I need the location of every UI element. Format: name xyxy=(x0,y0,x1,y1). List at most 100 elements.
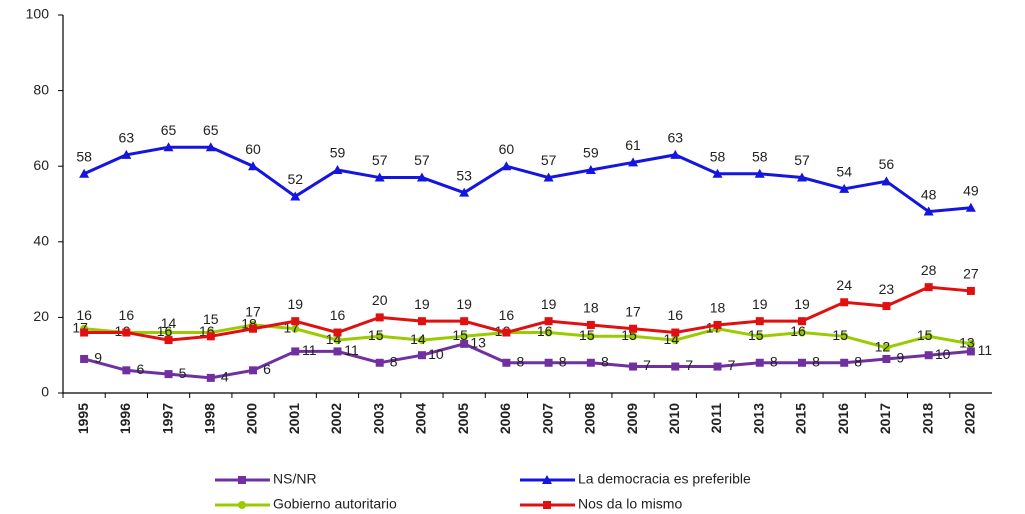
data-label: 8 xyxy=(770,353,778,369)
data-label: 7 xyxy=(685,357,693,373)
point xyxy=(923,206,934,216)
point xyxy=(586,320,595,329)
point xyxy=(586,332,595,341)
point xyxy=(966,339,975,348)
data-label: 63 xyxy=(119,130,135,146)
point xyxy=(460,317,469,326)
data-label: 60 xyxy=(499,141,515,157)
legend-label: NS/NR xyxy=(273,471,317,487)
point xyxy=(629,324,638,333)
data-label: 15 xyxy=(832,327,848,343)
point xyxy=(291,317,300,326)
point xyxy=(797,317,806,326)
point xyxy=(164,336,173,345)
y-tick-label: 0 xyxy=(41,384,49,400)
point xyxy=(544,328,553,337)
point xyxy=(586,358,595,367)
point xyxy=(713,320,722,329)
x-tick-label: 1995 xyxy=(75,403,91,434)
y-tick-label: 80 xyxy=(33,81,49,97)
data-label: 11 xyxy=(302,342,317,358)
point xyxy=(121,149,132,159)
point xyxy=(544,358,553,367)
point xyxy=(122,366,131,375)
point xyxy=(333,328,342,337)
x-tick-label: 2020 xyxy=(962,403,978,434)
x-tick-label: 2000 xyxy=(244,403,260,434)
point xyxy=(966,347,975,356)
data-label: 65 xyxy=(203,122,219,138)
data-label: 59 xyxy=(330,145,346,161)
data-label: 61 xyxy=(625,137,641,153)
point xyxy=(671,362,680,371)
point xyxy=(670,149,681,159)
point xyxy=(840,332,849,341)
point xyxy=(755,332,764,341)
point xyxy=(671,328,680,337)
data-label: 23 xyxy=(879,281,895,297)
x-tick-label: 2007 xyxy=(539,403,555,434)
x-tick-label: 2010 xyxy=(666,403,682,434)
point xyxy=(205,142,216,152)
data-label: 24 xyxy=(836,277,852,293)
data-label: 19 xyxy=(752,296,768,312)
point xyxy=(881,176,892,186)
x-tick-label: 2013 xyxy=(750,403,766,434)
data-label: 7 xyxy=(728,357,736,373)
data-label: 57 xyxy=(372,152,388,168)
point xyxy=(543,501,551,509)
point xyxy=(238,476,246,484)
data-label: 8 xyxy=(516,353,524,369)
x-tick-label: 2017 xyxy=(877,403,893,434)
y-tick-label: 100 xyxy=(26,6,50,22)
data-label: 48 xyxy=(921,186,937,202)
data-label: 53 xyxy=(456,167,472,183)
y-tick-label: 20 xyxy=(33,308,49,324)
point xyxy=(671,336,680,345)
point xyxy=(164,328,173,337)
x-tick-label: 2009 xyxy=(624,403,640,434)
data-label: 57 xyxy=(794,152,810,168)
data-label: 14 xyxy=(410,331,426,347)
point xyxy=(882,302,891,311)
data-label: 19 xyxy=(794,296,810,312)
data-label: 16 xyxy=(790,323,806,339)
data-label: 15 xyxy=(368,327,384,343)
point xyxy=(629,332,638,341)
data-label: 8 xyxy=(812,353,820,369)
data-label: 15 xyxy=(203,311,219,327)
x-tick-label: 1996 xyxy=(117,403,133,434)
data-label: 16 xyxy=(668,307,684,323)
point xyxy=(543,172,554,182)
point xyxy=(80,354,89,363)
point xyxy=(164,370,173,379)
data-label: 15 xyxy=(579,327,595,343)
x-tick-label: 1998 xyxy=(201,403,217,434)
data-label: 6 xyxy=(136,361,144,377)
point xyxy=(291,324,300,333)
point xyxy=(840,358,849,367)
data-label: 54 xyxy=(836,164,852,180)
point xyxy=(542,475,552,484)
data-label: 19 xyxy=(541,296,557,312)
point xyxy=(122,328,131,337)
data-label: 15 xyxy=(748,327,764,343)
data-label: 16 xyxy=(76,307,92,323)
point xyxy=(79,168,90,178)
data-label: 14 xyxy=(161,315,177,331)
point xyxy=(333,347,342,356)
point xyxy=(544,317,553,326)
point xyxy=(333,336,342,345)
point xyxy=(460,332,469,341)
point xyxy=(882,354,891,363)
series-line xyxy=(84,285,972,342)
data-label: 4 xyxy=(221,369,229,385)
data-label: 58 xyxy=(752,148,768,164)
x-tick-label: 2006 xyxy=(497,403,513,434)
point xyxy=(882,343,891,352)
series-line xyxy=(83,145,972,214)
data-label: 13 xyxy=(470,335,486,351)
data-label: 17 xyxy=(625,303,641,319)
point xyxy=(965,202,976,212)
point xyxy=(249,366,258,375)
